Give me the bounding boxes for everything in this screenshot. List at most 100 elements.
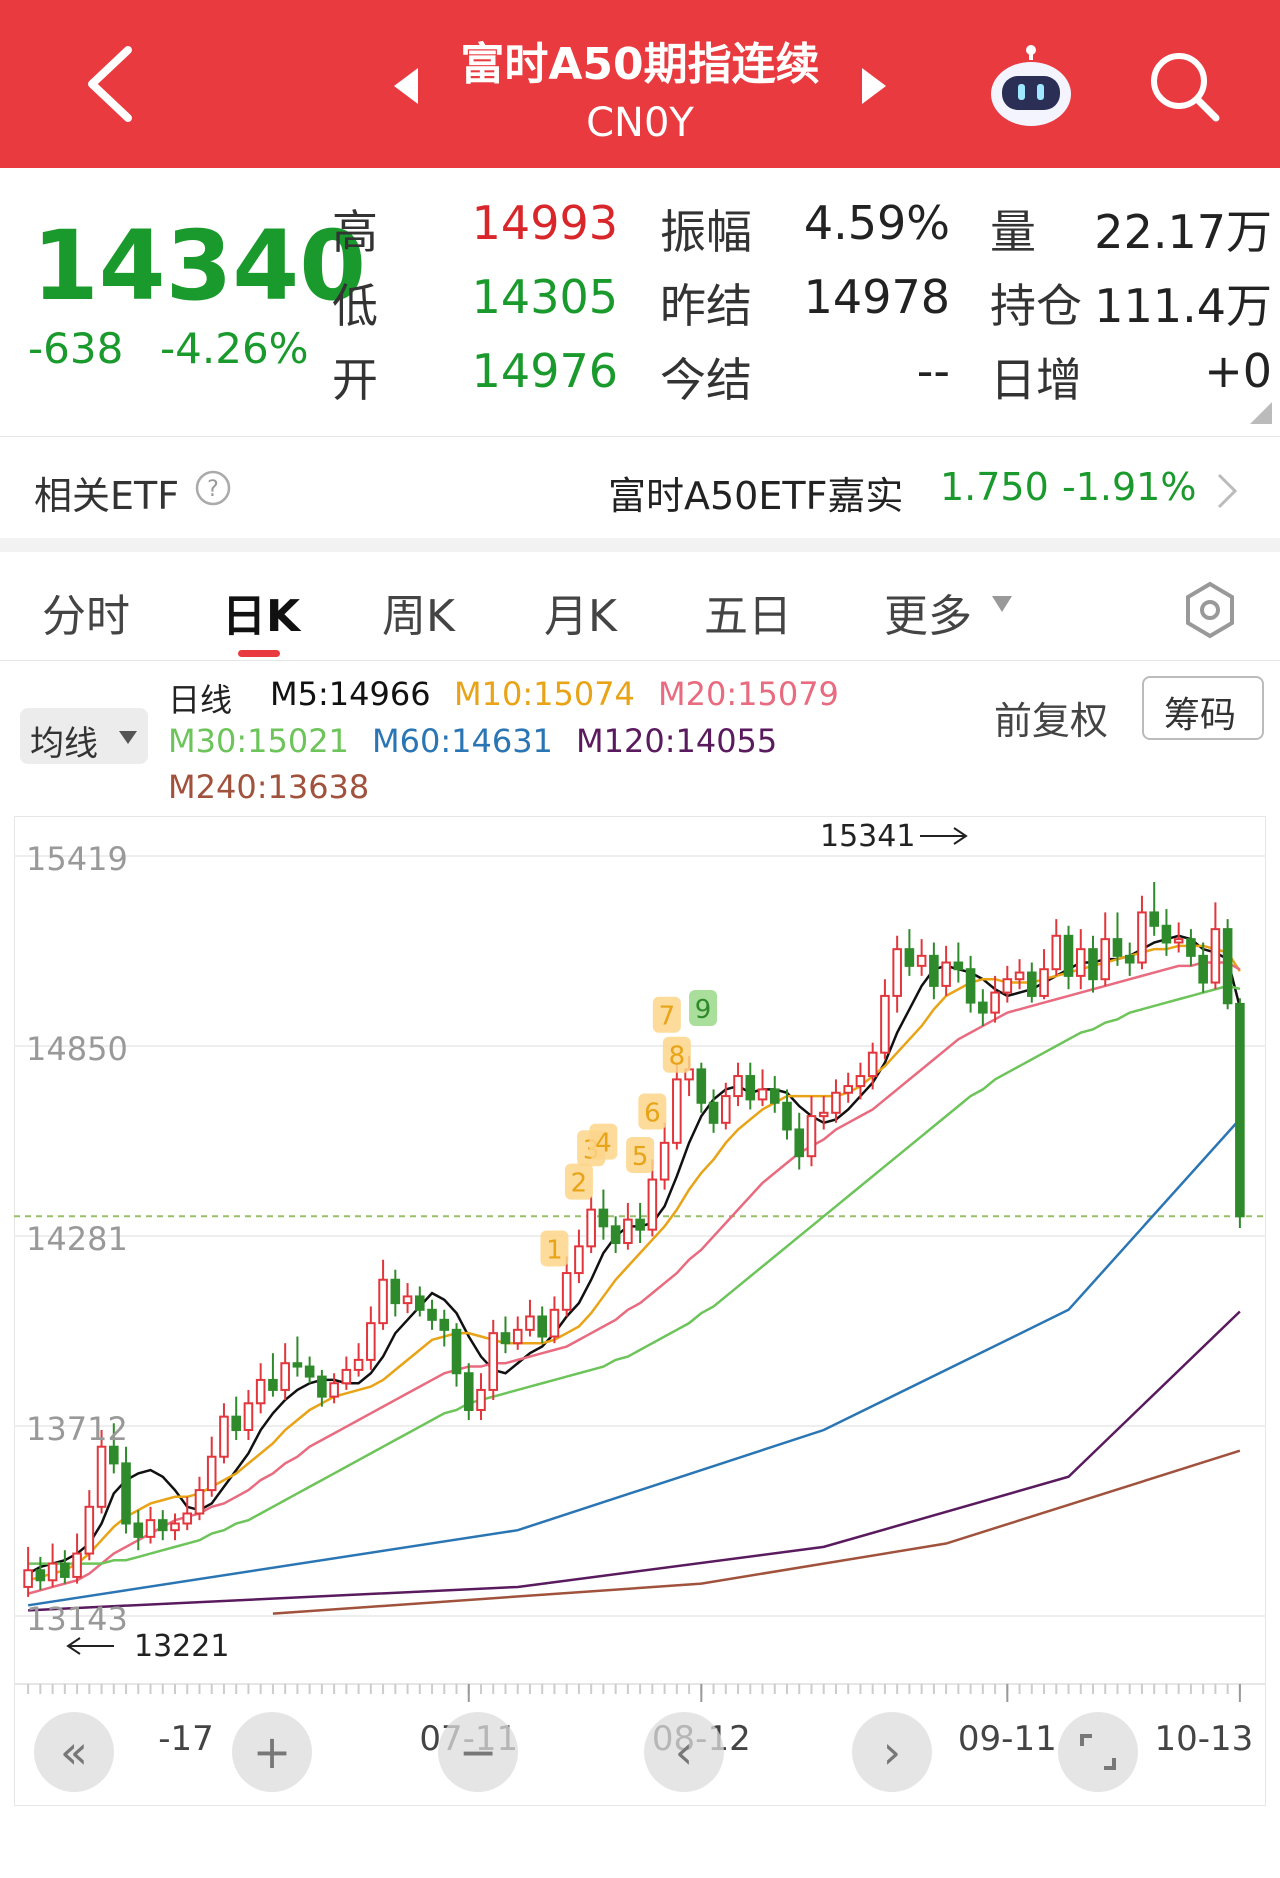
candle-body bbox=[157, 1519, 168, 1532]
candle-body bbox=[1051, 934, 1062, 971]
candle bbox=[1002, 965, 1013, 1003]
today-settle-value: -- bbox=[916, 344, 950, 398]
chevron-right-icon bbox=[1217, 473, 1238, 509]
search-icon[interactable] bbox=[1146, 48, 1222, 124]
tab-daily-k[interactable]: 日K bbox=[222, 591, 301, 642]
y-tick-label: 14850 bbox=[26, 1030, 128, 1068]
ma20-value: M20:15079 bbox=[658, 675, 839, 713]
high-marker-label: 15341 bbox=[820, 819, 915, 854]
zoom-out-icon[interactable]: − bbox=[438, 1712, 518, 1792]
candle-body bbox=[47, 1562, 58, 1582]
fullscreen-icon[interactable] bbox=[1058, 1712, 1138, 1792]
candle-body bbox=[831, 1091, 841, 1114]
related-etf-label: 相关ETF bbox=[34, 474, 180, 518]
candle-body bbox=[537, 1315, 547, 1338]
tab-five-day[interactable]: 五日 bbox=[704, 591, 792, 642]
candle bbox=[941, 945, 951, 996]
candle-body bbox=[929, 954, 939, 987]
candle bbox=[635, 1202, 645, 1244]
section-gap bbox=[0, 538, 1280, 552]
y-axis-labels: 15419 14850 14281 13712 13143 bbox=[26, 840, 128, 1638]
tab-intraday[interactable]: 分时 bbox=[42, 591, 130, 642]
back-arrow-icon[interactable] bbox=[80, 44, 140, 124]
candle bbox=[341, 1356, 352, 1390]
td-marker-label: 8 bbox=[669, 1042, 686, 1072]
candle bbox=[904, 929, 915, 976]
candle-body bbox=[1027, 971, 1037, 997]
candle-body bbox=[280, 1362, 290, 1391]
candle-body bbox=[304, 1365, 315, 1378]
open-value: 14976 bbox=[471, 344, 618, 398]
tab-weekly-k[interactable]: 周K bbox=[382, 591, 455, 642]
dropdown-triangle-icon bbox=[992, 596, 1012, 612]
candle bbox=[1161, 909, 1172, 956]
dropdown-triangle-icon bbox=[119, 731, 137, 744]
ma30-value: M30:15021 bbox=[168, 722, 349, 760]
adjust-mode[interactable]: 前复权 bbox=[994, 699, 1109, 743]
candle bbox=[843, 1072, 853, 1103]
candle-body bbox=[402, 1295, 413, 1305]
next-icon[interactable]: › bbox=[852, 1712, 932, 1792]
candle-body bbox=[843, 1085, 853, 1094]
td-marker-box bbox=[689, 990, 718, 1027]
candle bbox=[1088, 935, 1098, 993]
candle-body bbox=[1137, 911, 1147, 964]
candle-body bbox=[182, 1512, 193, 1525]
candle-body bbox=[561, 1272, 572, 1311]
td-marker-label: 7 bbox=[659, 1002, 676, 1032]
candle bbox=[1149, 882, 1159, 936]
settings-icon[interactable] bbox=[1180, 580, 1240, 640]
candle bbox=[84, 1490, 95, 1561]
related-etf-row[interactable]: 相关ETF ? 富时A50ETF嘉实 1.750 -1.91% bbox=[0, 437, 1280, 537]
zoom-in-icon[interactable]: + bbox=[232, 1712, 312, 1792]
candle-body bbox=[415, 1295, 425, 1311]
ma-selector[interactable]: 均线 bbox=[20, 708, 148, 764]
tab-more[interactable]: 更多 bbox=[884, 591, 972, 642]
candle-body bbox=[194, 1489, 205, 1515]
candle bbox=[500, 1316, 511, 1354]
prev-triangle-icon[interactable] bbox=[392, 66, 420, 106]
next-triangle-icon[interactable] bbox=[860, 66, 888, 106]
candle bbox=[194, 1476, 205, 1521]
candle-body bbox=[892, 948, 902, 997]
chip-distribution-button[interactable]: 筹码 bbox=[1142, 676, 1264, 740]
kline-chart[interactable]: 1234567891534113221 15419148501428113712… bbox=[14, 816, 1266, 1806]
td-marker-box bbox=[638, 1093, 667, 1130]
y-tick-label: 13712 bbox=[26, 1410, 128, 1448]
price-change-pct: -4.26% bbox=[160, 324, 309, 373]
double-left-icon[interactable]: « bbox=[34, 1712, 114, 1792]
candle bbox=[745, 1062, 756, 1110]
candle bbox=[1027, 962, 1037, 1003]
candle bbox=[1039, 949, 1049, 1000]
ma-line-m20 bbox=[27, 961, 1241, 1595]
chart-frame bbox=[14, 816, 1266, 1806]
candle-body bbox=[610, 1225, 621, 1245]
candle-body bbox=[757, 1088, 768, 1101]
candle bbox=[880, 979, 890, 1060]
svg-text:?: ? bbox=[207, 477, 219, 502]
candle bbox=[72, 1533, 82, 1584]
candle bbox=[280, 1343, 290, 1400]
candle-body bbox=[219, 1415, 229, 1458]
candle bbox=[427, 1299, 437, 1330]
open-label: 开 bbox=[332, 353, 378, 407]
candle-body bbox=[1063, 934, 1074, 977]
help-icon[interactable]: ? bbox=[194, 469, 232, 507]
candle bbox=[794, 1112, 805, 1170]
prev-settle-value: 14978 bbox=[803, 270, 950, 324]
robot-assistant-icon[interactable] bbox=[986, 44, 1076, 130]
candle-body bbox=[586, 1208, 596, 1248]
candle bbox=[647, 1159, 658, 1237]
candle bbox=[757, 1069, 768, 1107]
candle-body bbox=[855, 1075, 866, 1088]
prev-icon[interactable]: ‹ bbox=[644, 1712, 724, 1792]
ma10-value: M10:15074 bbox=[454, 675, 635, 713]
candle-body bbox=[35, 1569, 46, 1582]
ma-line-m10 bbox=[27, 944, 1241, 1582]
candle bbox=[696, 1062, 707, 1113]
tab-monthly-k[interactable]: 月K bbox=[544, 591, 617, 642]
candle-body bbox=[1222, 928, 1233, 1005]
candle-body bbox=[549, 1308, 560, 1338]
candle-body bbox=[231, 1415, 241, 1432]
candle bbox=[463, 1363, 474, 1420]
